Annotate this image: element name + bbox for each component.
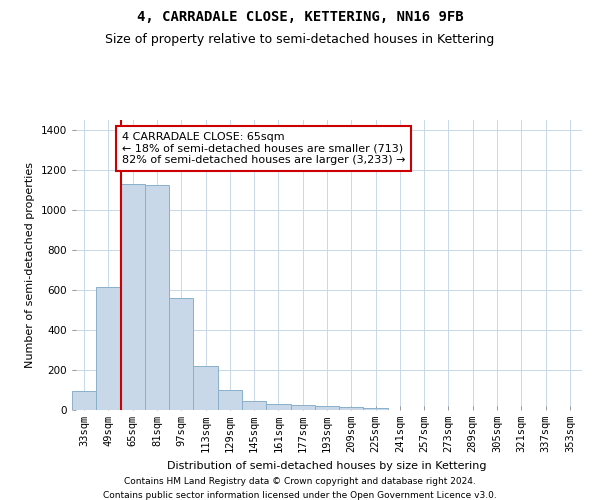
X-axis label: Distribution of semi-detached houses by size in Kettering: Distribution of semi-detached houses by … [167, 460, 487, 470]
Text: Size of property relative to semi-detached houses in Kettering: Size of property relative to semi-detach… [106, 32, 494, 46]
Bar [96, 287, 121, 410]
Bar [315, 406, 339, 410]
Bar [364, 408, 388, 410]
Y-axis label: Number of semi-detached properties: Number of semi-detached properties [25, 162, 35, 368]
Text: Contains public sector information licensed under the Open Government Licence v3: Contains public sector information licen… [103, 491, 497, 500]
Bar [193, 366, 218, 410]
Bar [266, 404, 290, 410]
Text: 4, CARRADALE CLOSE, KETTERING, NN16 9FB: 4, CARRADALE CLOSE, KETTERING, NN16 9FB [137, 10, 463, 24]
Bar [121, 184, 145, 410]
Bar [242, 401, 266, 410]
Text: Contains HM Land Registry data © Crown copyright and database right 2024.: Contains HM Land Registry data © Crown c… [124, 478, 476, 486]
Bar [218, 390, 242, 410]
Bar [72, 391, 96, 410]
Bar [169, 298, 193, 410]
Bar [290, 405, 315, 410]
Bar [145, 185, 169, 410]
Text: 4 CARRADALE CLOSE: 65sqm
← 18% of semi-detached houses are smaller (713)
82% of : 4 CARRADALE CLOSE: 65sqm ← 18% of semi-d… [122, 132, 405, 165]
Bar [339, 407, 364, 410]
